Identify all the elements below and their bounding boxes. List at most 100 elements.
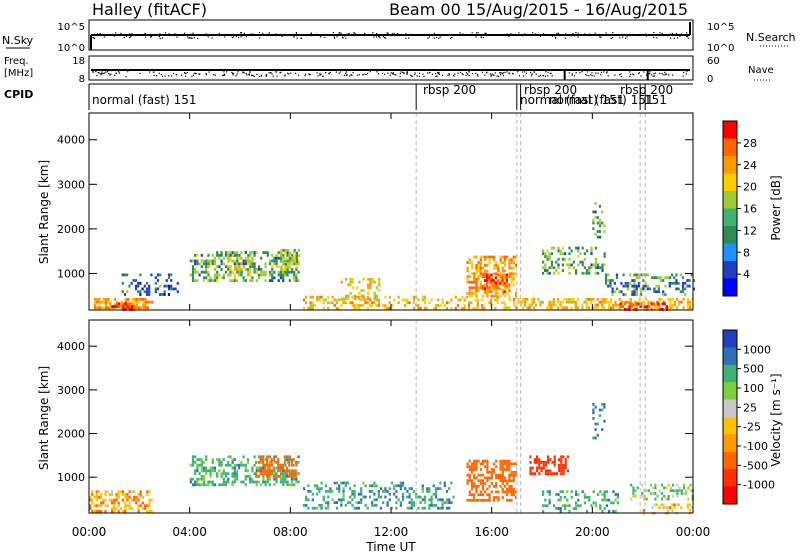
scatter-cell <box>468 490 471 494</box>
scatter-cell <box>191 463 195 467</box>
scatter-cell <box>369 286 372 290</box>
scatter-cell <box>338 306 341 310</box>
scatter-cell <box>194 483 197 487</box>
scatter-cell <box>342 297 346 301</box>
scatter-cell <box>685 489 688 493</box>
scatter-cell <box>677 503 681 507</box>
scatter-cell <box>508 476 511 480</box>
nave-point <box>316 72 318 74</box>
scatter-cell <box>205 455 208 459</box>
scatter-cell <box>344 484 347 488</box>
nave-point <box>231 71 233 73</box>
scatter-cell <box>634 489 637 493</box>
noise-point <box>617 35 619 37</box>
scatter-cell <box>488 280 491 284</box>
scatter-cell <box>379 506 383 510</box>
scatter-cell <box>393 492 396 496</box>
noise-point <box>645 35 648 37</box>
nave-point <box>226 71 228 73</box>
scatter-cell <box>126 493 129 496</box>
scatter-cell <box>550 246 553 250</box>
scatter-cell <box>165 284 168 288</box>
scatter-cell <box>220 461 223 464</box>
scatter-cell <box>499 281 502 285</box>
scatter-cell <box>122 305 125 308</box>
scatter-cell <box>529 455 532 459</box>
noise-point <box>268 32 270 34</box>
scatter-cell <box>632 486 635 490</box>
scatter-cell <box>563 306 566 310</box>
scatter-cell <box>404 487 407 490</box>
nave-point <box>653 73 655 75</box>
scatter-cell <box>603 224 606 228</box>
scatter-cell <box>102 498 105 502</box>
scatter-cell <box>475 280 478 284</box>
colorbar-swatch <box>723 226 737 244</box>
scatter-cell <box>340 297 343 301</box>
scatter-cell <box>466 465 469 469</box>
scatter-cell <box>366 295 369 299</box>
scatter-cell <box>512 266 515 270</box>
noise-point <box>321 35 323 37</box>
noise-point <box>593 34 595 36</box>
colorbar-swatch <box>723 399 737 418</box>
scatter-cell <box>189 273 192 277</box>
scatter-cell <box>277 475 280 478</box>
scatter-cell <box>268 270 272 274</box>
noise-point <box>271 35 273 37</box>
scatter-cell <box>607 279 610 282</box>
scatter-cell <box>470 272 474 276</box>
noise-point <box>680 34 682 36</box>
scatter-cell <box>473 278 476 281</box>
scatter-cell <box>255 270 258 274</box>
nave-point <box>251 74 253 76</box>
noise-point <box>341 33 343 35</box>
scatter-cell <box>362 304 365 307</box>
scatter-cell <box>428 504 431 507</box>
scatter-cell <box>486 255 489 259</box>
scatter-cell <box>229 254 232 257</box>
scatter-cell <box>445 498 449 502</box>
scatter-cell <box>144 504 147 508</box>
scatter-cell <box>216 279 219 282</box>
colorbar-swatch <box>723 469 737 488</box>
scatter-cell <box>615 287 619 291</box>
scatter-cell <box>428 487 431 490</box>
nave-point <box>629 75 631 77</box>
scatter-cell <box>664 276 667 280</box>
scatter-cell <box>295 260 298 263</box>
nave-point <box>272 75 274 77</box>
scatter-cell <box>100 509 103 513</box>
scatter-cell <box>288 270 291 274</box>
scatter-cell <box>439 506 442 510</box>
scatter-cell <box>280 254 283 258</box>
colorbar-swatch <box>723 382 737 401</box>
scatter-cell <box>607 306 610 310</box>
scatter-cell <box>590 266 593 270</box>
scatter-cell <box>476 298 479 302</box>
scatter-cell <box>357 501 361 504</box>
scatter-cell <box>295 463 298 467</box>
scatter-cell <box>233 466 236 470</box>
noise-point <box>361 34 363 36</box>
scatter-cell <box>408 501 411 504</box>
scatter-cell <box>305 498 308 502</box>
scatter-cell <box>621 305 625 308</box>
scatter-cell <box>562 466 565 470</box>
scatter-cell <box>619 302 622 306</box>
scatter-cell <box>378 277 381 281</box>
noise-point <box>401 34 403 36</box>
scatter-cell <box>247 270 250 274</box>
scatter-cell <box>503 306 506 310</box>
scatter-cell <box>508 468 511 471</box>
scatter-cell <box>288 463 291 467</box>
scatter-cell <box>586 269 589 272</box>
scatter-cell <box>667 298 670 301</box>
scatter-cell <box>366 301 369 305</box>
nave-point <box>158 72 160 74</box>
scatter-cell <box>209 466 212 470</box>
scatter-cell <box>342 495 345 499</box>
scatter-cell <box>404 298 407 302</box>
noise-point <box>449 37 452 39</box>
scatter-cell <box>408 495 411 499</box>
